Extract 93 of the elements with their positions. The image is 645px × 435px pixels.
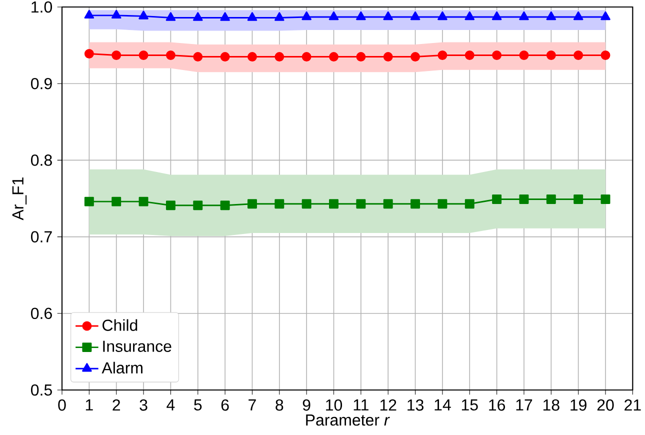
y-tick-label: 1.0 — [32, 1, 52, 13]
point — [519, 194, 529, 204]
point — [166, 200, 176, 210]
x-tick-label: 8 — [276, 399, 284, 411]
y-tick-label: 0.6 — [31, 308, 52, 320]
point — [112, 196, 122, 206]
point — [138, 10, 148, 20]
point — [519, 11, 529, 20]
x-tick-label: 7 — [248, 399, 256, 410]
x-tick-label: 6 — [221, 399, 229, 411]
point — [573, 11, 584, 20]
point — [464, 199, 474, 209]
point — [220, 12, 230, 21]
point — [111, 10, 122, 19]
legend-label: Child — [102, 319, 138, 331]
x-tick-label: 18 — [543, 399, 560, 411]
y-axis-title: Ar_F1 — [12, 178, 27, 220]
point — [438, 199, 448, 209]
point — [574, 194, 584, 204]
legend-label: Alarm — [102, 362, 142, 374]
point — [302, 11, 312, 20]
point — [546, 50, 556, 60]
point — [410, 199, 420, 209]
point — [464, 11, 475, 20]
point — [356, 11, 366, 20]
point — [84, 48, 94, 58]
point — [247, 12, 258, 21]
point — [519, 50, 529, 60]
x-tick-label: 16 — [489, 399, 505, 411]
y-tick-label: 0.9 — [31, 78, 52, 90]
point — [383, 11, 393, 20]
point — [328, 11, 339, 20]
point — [220, 52, 230, 62]
point — [329, 52, 338, 62]
x-tick-label: 4 — [166, 399, 175, 410]
point — [138, 196, 148, 206]
y-tick-label: 0.5 — [31, 384, 52, 396]
point — [492, 194, 502, 204]
legend-label: Insurance — [103, 340, 172, 352]
x-tick-label: 17 — [516, 399, 532, 410]
point — [84, 196, 94, 206]
point — [138, 50, 148, 60]
point — [464, 50, 474, 60]
point — [600, 11, 610, 20]
point — [166, 12, 176, 21]
x-tick-label: 5 — [194, 399, 202, 411]
point — [247, 52, 257, 62]
point — [383, 52, 393, 62]
point — [329, 199, 338, 209]
y-tick-label: 0.8 — [31, 154, 52, 166]
x-tick-label: 14 — [434, 399, 451, 410]
point — [492, 50, 502, 60]
x-tick-label: 1 — [86, 399, 93, 410]
x-tick-label: 9 — [302, 399, 310, 411]
point — [220, 200, 230, 210]
point — [438, 50, 448, 60]
point — [383, 199, 393, 209]
point — [274, 12, 284, 21]
point — [546, 194, 556, 204]
point — [600, 50, 610, 60]
point — [302, 52, 312, 62]
point — [274, 199, 284, 209]
point — [193, 52, 203, 62]
x-tick-label: 20 — [597, 399, 614, 411]
point — [274, 52, 284, 62]
point — [302, 199, 312, 209]
point — [193, 200, 203, 210]
point — [84, 10, 94, 19]
x-tick-label: 2 — [112, 399, 120, 411]
point — [112, 50, 122, 60]
x-tick-label: 10 — [326, 399, 342, 411]
point — [410, 52, 420, 62]
x-tick-label: 12 — [380, 399, 396, 411]
point — [600, 194, 610, 204]
x-tick-label: 21 — [624, 399, 641, 411]
point — [492, 11, 502, 20]
x-tick-label: 19 — [570, 399, 586, 411]
y-tick-label: 0.7 — [31, 231, 52, 242]
point — [546, 11, 556, 20]
x-tick-label: 15 — [462, 399, 478, 411]
point — [356, 199, 366, 209]
point — [356, 52, 366, 62]
point — [192, 12, 203, 21]
x-axis-title: Parameter r — [306, 414, 390, 426]
point — [166, 50, 176, 60]
x-tick-label: 0 — [58, 399, 66, 411]
point — [410, 11, 420, 20]
point — [247, 199, 257, 209]
point — [438, 11, 448, 20]
point — [574, 50, 584, 60]
x-tick-label: 3 — [140, 399, 148, 411]
x-tick-label: 11 — [354, 399, 368, 410]
x-tick-label: 13 — [408, 399, 424, 411]
